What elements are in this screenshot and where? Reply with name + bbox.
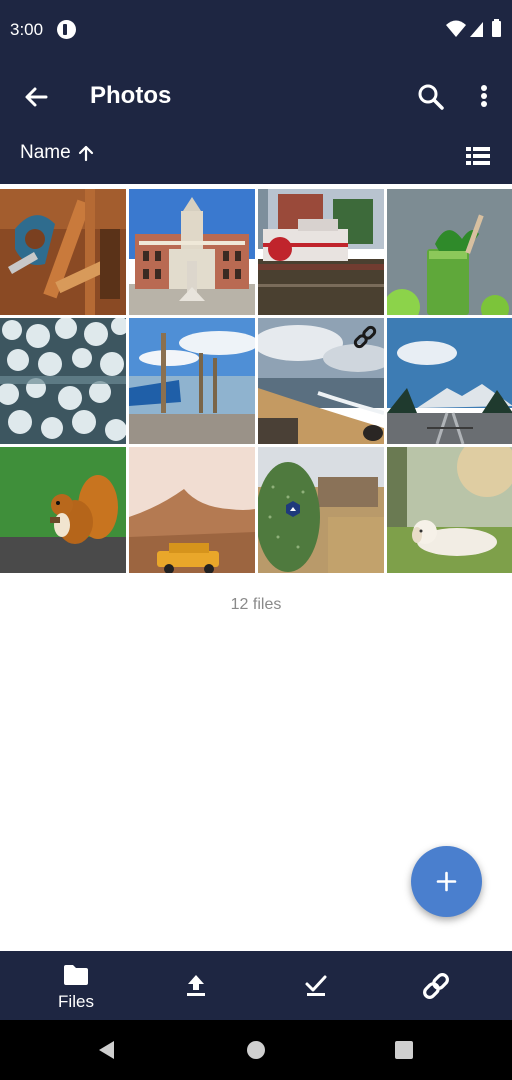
photo-thumbnail-beach[interactable] xyxy=(258,318,384,444)
system-recents-icon[interactable] xyxy=(393,1039,415,1061)
nav-upload[interactable] xyxy=(136,951,256,1020)
photo-thumbnail-green-smoothie[interactable] xyxy=(387,189,512,315)
sort-label: Name xyxy=(20,142,71,163)
check-icon xyxy=(305,975,327,996)
photo-thumbnail-town-hall[interactable] xyxy=(129,189,255,315)
nav-files-label: Files xyxy=(58,992,94,1011)
arrow-up-icon xyxy=(78,145,93,162)
system-navigation-bar xyxy=(0,1020,512,1080)
shared-link-icon xyxy=(353,325,377,349)
photo-thumbnail-boat-on-lake[interactable] xyxy=(129,318,255,444)
add-fab-button[interactable] xyxy=(411,846,482,917)
photo-thumbnail-paddle-steamer[interactable] xyxy=(258,189,384,315)
page-title: Photos xyxy=(90,82,172,109)
status-time: 3:00 xyxy=(10,20,44,39)
notification-app-icon xyxy=(57,20,76,39)
photo-thumbnail-dog-on-grass[interactable] xyxy=(387,447,512,573)
app-bar: Photos Name xyxy=(0,60,512,184)
list-view-icon[interactable] xyxy=(462,142,494,170)
signal-icon xyxy=(470,22,483,37)
system-back-icon[interactable] xyxy=(96,1039,118,1061)
nav-shared-links[interactable] xyxy=(376,951,496,1020)
file-count: 12 files xyxy=(230,596,282,613)
wifi-icon xyxy=(446,20,466,37)
upload-icon xyxy=(187,975,205,996)
photo-thumbnail-desert-jeep[interactable] xyxy=(129,447,255,573)
nav-files[interactable]: Files xyxy=(16,951,136,1020)
system-home-icon[interactable] xyxy=(245,1039,267,1061)
more-options-icon[interactable] xyxy=(466,78,502,118)
link-icon xyxy=(423,973,449,999)
search-icon[interactable] xyxy=(412,78,452,118)
battery-icon xyxy=(492,19,501,37)
status-icons xyxy=(446,19,501,37)
sort-control[interactable]: Name xyxy=(20,142,95,164)
photo-thumbnail-cactus[interactable] xyxy=(258,447,384,573)
plus-icon xyxy=(436,871,457,892)
folder-icon xyxy=(64,965,88,985)
back-arrow-icon[interactable] xyxy=(16,78,56,118)
photo-thumbnail-mountain-railway[interactable] xyxy=(387,318,512,444)
bottom-navigation: Files xyxy=(0,951,512,1020)
status-bar: 3:00 xyxy=(0,0,512,60)
nav-tasks[interactable] xyxy=(256,951,376,1020)
photo-thumbnail-tools[interactable] xyxy=(0,189,126,315)
photo-thumbnail-snowy-forest[interactable] xyxy=(0,318,126,444)
photo-thumbnail-squirrel[interactable] xyxy=(0,447,126,573)
